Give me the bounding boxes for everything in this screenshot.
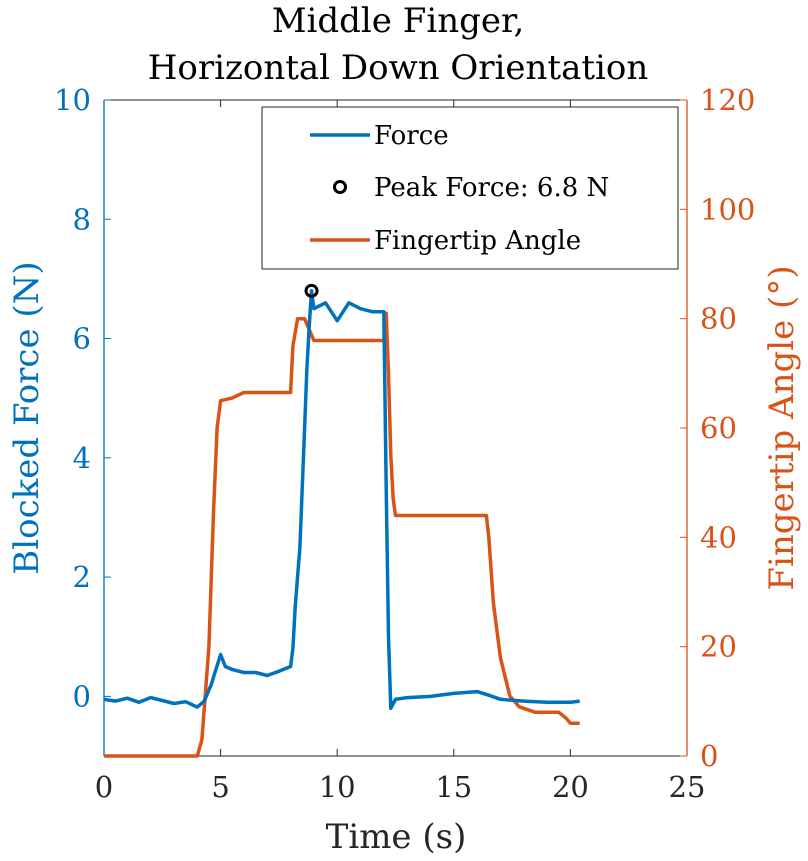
y-left-axis-label: Blocked Force (N)	[7, 261, 47, 574]
y-right-tick-label: 100	[700, 192, 755, 226]
series-line-force	[103, 289, 580, 711]
chart-title-line-2: Horizontal Down Orientation	[148, 48, 649, 88]
y-right-tick-label: 120	[700, 83, 755, 117]
y-right-tick-label: 0	[700, 739, 718, 773]
y-right-tick-label: 20	[700, 630, 737, 664]
x-tick-label: 0	[95, 770, 113, 804]
legend-force-label: Force	[374, 121, 449, 151]
y-left-axis-ticks: 0 2 4 6 8 10	[54, 83, 111, 713]
x-axis-ticks: 0 5 10 15 20 25	[95, 100, 706, 804]
x-tick-label: 25	[669, 770, 706, 804]
y-right-tick-label: 40	[700, 520, 737, 554]
y-left-tick-label: 0	[73, 679, 91, 713]
peak-force-marker	[304, 283, 319, 298]
y-left-tick-label: 4	[73, 441, 91, 475]
legend: Force Peak Force: 6.8 N Fingertip Angle	[261, 106, 679, 270]
y-right-axis-ticks: 0 20 40 60 80 100 120	[680, 83, 755, 773]
y-right-tick-label: 60	[700, 411, 737, 445]
y-right-tick-label: 80	[700, 302, 737, 336]
x-tick-label: 15	[435, 770, 472, 804]
y-left-tick-label: 6	[73, 322, 91, 356]
legend-peak-label: Peak Force: 6.8 N	[374, 173, 609, 203]
legend-angle-label: Fingertip Angle	[374, 226, 581, 256]
y-left-tick-label: 2	[73, 560, 91, 594]
x-tick-label: 20	[552, 770, 589, 804]
x-tick-label: 10	[319, 770, 356, 804]
y-left-tick-label: 10	[54, 83, 91, 117]
y-left-tick-label: 8	[73, 202, 91, 236]
x-tick-label: 5	[211, 770, 229, 804]
legend-peak-swatch	[333, 180, 347, 194]
y-right-axis-label: Fingertip Angle (°)	[762, 265, 802, 590]
chart-title-line-1: Middle Finger,	[272, 1, 525, 41]
x-axis-label: Time (s)	[326, 817, 467, 857]
